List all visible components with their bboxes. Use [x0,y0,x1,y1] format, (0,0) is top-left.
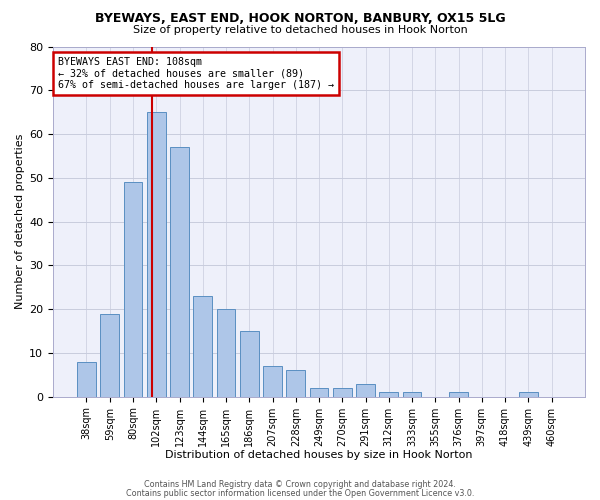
Bar [519,392,538,396]
Bar [77,362,96,396]
Bar [449,392,468,396]
Y-axis label: Number of detached properties: Number of detached properties [15,134,25,310]
Text: BYEWAYS, EAST END, HOOK NORTON, BANBURY, OX15 5LG: BYEWAYS, EAST END, HOOK NORTON, BANBURY,… [95,12,505,26]
Bar [356,384,375,396]
Bar [147,112,166,397]
Bar [379,392,398,396]
Bar [217,309,235,396]
Bar [333,388,352,396]
Text: Contains public sector information licensed under the Open Government Licence v3: Contains public sector information licen… [126,488,474,498]
Bar [124,182,142,396]
Bar [193,296,212,396]
Bar [263,366,282,396]
X-axis label: Distribution of detached houses by size in Hook Norton: Distribution of detached houses by size … [165,450,473,460]
Bar [403,392,421,396]
Bar [286,370,305,396]
Text: Size of property relative to detached houses in Hook Norton: Size of property relative to detached ho… [133,25,467,35]
Bar [100,314,119,396]
Bar [240,331,259,396]
Text: BYEWAYS EAST END: 108sqm
← 32% of detached houses are smaller (89)
67% of semi-d: BYEWAYS EAST END: 108sqm ← 32% of detach… [58,57,334,90]
Bar [310,388,328,396]
Bar [170,147,189,396]
Text: Contains HM Land Registry data © Crown copyright and database right 2024.: Contains HM Land Registry data © Crown c… [144,480,456,489]
